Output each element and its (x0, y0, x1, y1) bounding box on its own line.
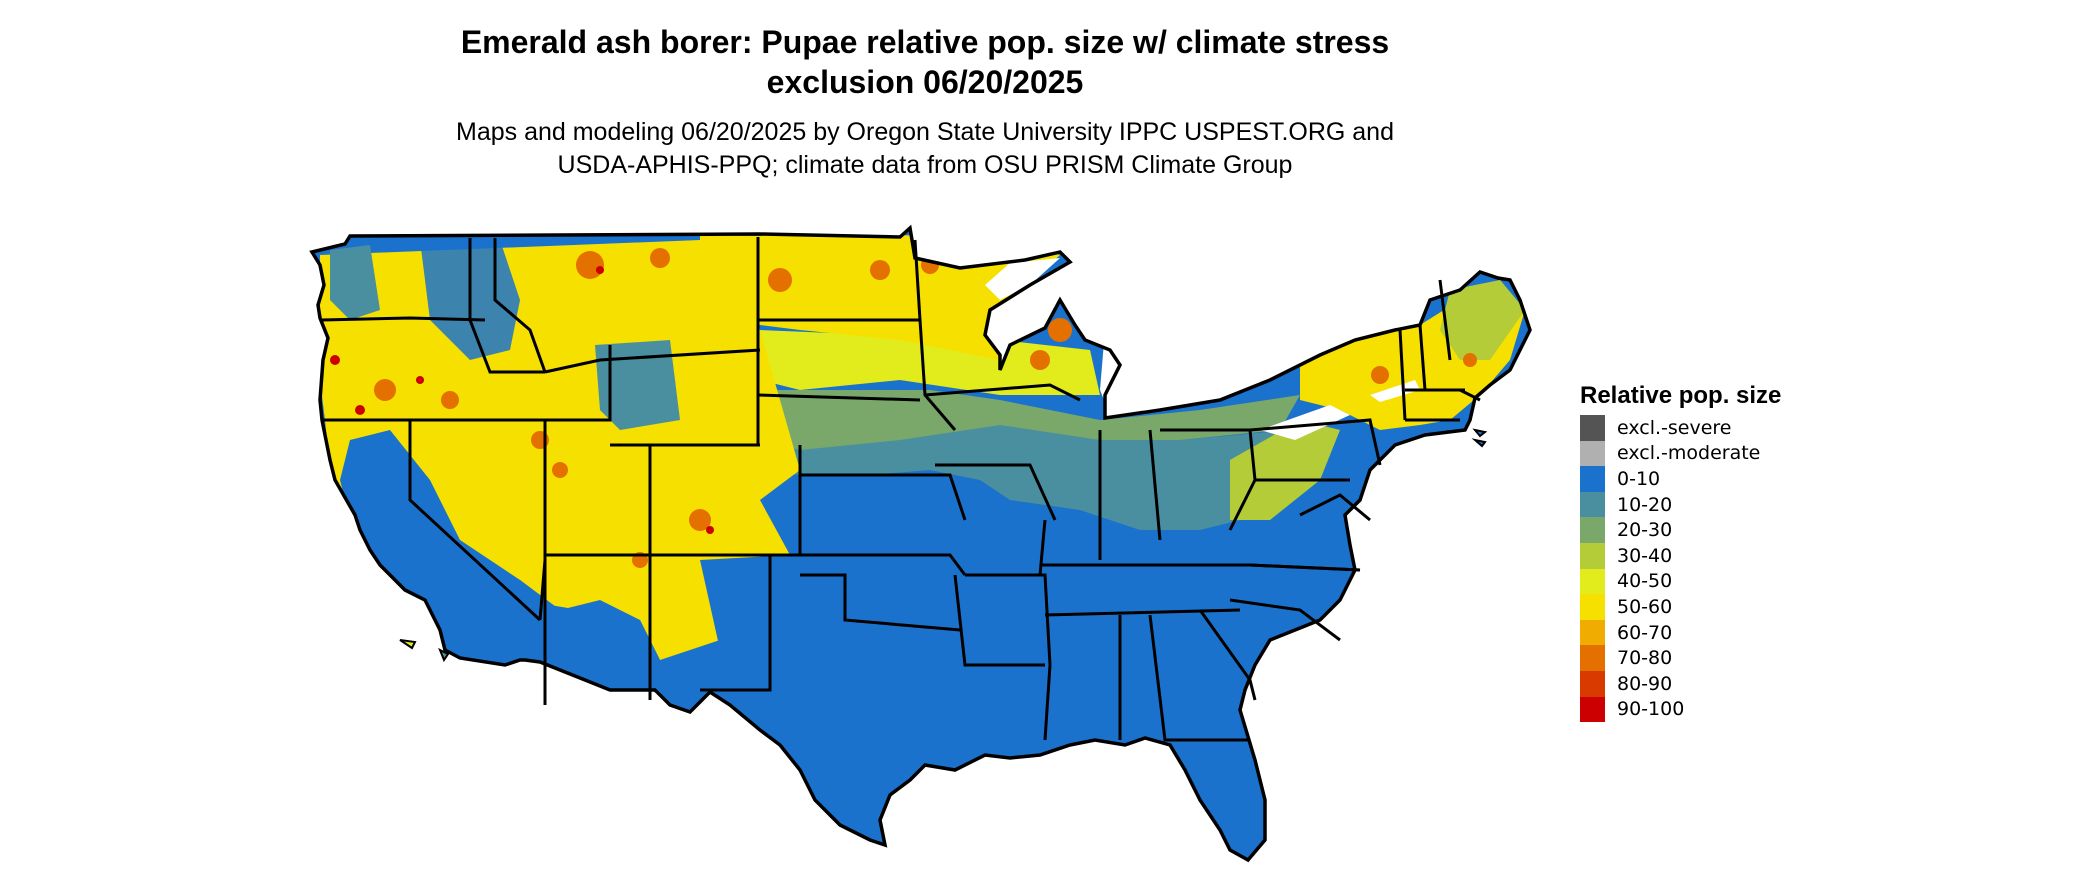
border-mo-ia (935, 463, 1057, 521)
legend-items: excl.-severe excl.-moderate 0-10 10-20 20-30… (1580, 415, 1781, 723)
border-ne-ks (800, 473, 967, 521)
island-fragments (399, 428, 1488, 663)
zone-michigan (1110, 330, 1230, 395)
border-nh-me (1438, 279, 1452, 361)
zone-maine (1440, 280, 1525, 360)
legend-label: 10-20 (1617, 493, 1673, 516)
legend-swatch (1580, 415, 1605, 441)
zone-pacific-northwest (330, 245, 380, 320)
header: Emerald ash borer: Pupae relative pop. s… (0, 22, 1850, 182)
legend-item: 60-70 (1580, 619, 1781, 646)
hotspots-90-100 (330, 266, 714, 534)
border-ga-sc (1198, 609, 1257, 701)
border-nm-tx (700, 555, 772, 692)
legend-swatch (1580, 491, 1605, 518)
border-mt-wy (544, 348, 761, 374)
legend-swatch (1580, 517, 1605, 543)
map-subtitle: Maps and modeling 06/20/2025 by Oregon S… (456, 118, 1394, 179)
legend-item: excl.-severe (1580, 415, 1781, 441)
zone-california-valley (340, 430, 560, 650)
zone-10-20 (760, 420, 1320, 530)
zone-new-mexico-low (700, 555, 800, 650)
legend-swatch (1580, 619, 1605, 646)
legend-label: 70-80 (1617, 647, 1673, 670)
legend-label: 50-60 (1617, 595, 1673, 618)
legend-swatch (1580, 696, 1605, 723)
legend-item: 0-10 (1580, 466, 1781, 492)
legend-swatch (1580, 466, 1605, 492)
legend-item: 50-60 (1580, 594, 1781, 620)
legend-item: 70-80 (1580, 645, 1781, 671)
border-mn-west (913, 239, 957, 431)
legend-title: Relative pop. size (1580, 382, 1782, 409)
legend-label: 20-30 (1617, 519, 1673, 542)
border-ut-north (545, 345, 612, 422)
zone-40-50 (760, 330, 1100, 395)
border-ma (1405, 388, 1481, 402)
border-wa-or (321, 316, 486, 322)
legend-swatch (1580, 440, 1605, 467)
border-la-ms (1043, 664, 1052, 741)
border-ar-west (953, 574, 1045, 667)
border-in-oh (1148, 429, 1162, 541)
zone-southwest-desert (520, 600, 700, 700)
border-wv-va (1299, 493, 1371, 522)
border-nc-sc (1229, 598, 1341, 642)
border-tn-south (1044, 608, 1241, 617)
legend-swatch (1580, 645, 1605, 671)
zone-wyoming-basin (595, 340, 680, 430)
border-ca-nv (408, 420, 542, 622)
legend-item: 30-40 (1580, 542, 1781, 569)
legend-label: 40-50 (1617, 570, 1673, 593)
border-va-nc (1249, 563, 1361, 572)
border-al-ga (1148, 614, 1250, 742)
legend-label: excl.-moderate (1617, 442, 1761, 465)
border-mn-ia (924, 383, 1081, 402)
legend-label: 90-100 (1617, 698, 1685, 721)
legend-label: 60-70 (1617, 621, 1673, 644)
legend-label: excl.-severe (1617, 416, 1732, 439)
border-ks-ok (800, 553, 967, 576)
border-pa-ny (1249, 418, 1382, 466)
legend-item: 10-20 (1580, 491, 1781, 518)
population-fill-layer (312, 228, 1530, 860)
border-ok-tx (800, 573, 961, 632)
map-title: Emerald ash borer: Pupae relative pop. s… (460, 24, 1390, 100)
border-id-mt (493, 238, 547, 373)
zone-20-30 (760, 390, 1300, 450)
legend-item: 90-100 (1580, 696, 1781, 723)
legend-label: 30-40 (1617, 544, 1673, 567)
border-id-west (468, 238, 545, 374)
legend-label: 80-90 (1617, 672, 1673, 695)
legend-swatch (1580, 542, 1605, 569)
legend-item: 40-50 (1580, 568, 1781, 595)
legend-swatch (1580, 670, 1605, 697)
state-borders (321, 237, 1481, 742)
legend-label: 0-10 (1617, 467, 1661, 490)
border-ny-vt (1398, 329, 1407, 421)
zone-appalachia (1230, 420, 1340, 520)
border-sd-ne (757, 393, 921, 402)
legend-item: 80-90 (1580, 670, 1781, 697)
legend-swatch (1580, 594, 1605, 620)
legend-item: excl.-moderate (1580, 440, 1781, 467)
legend: Relative pop. size excl.-severe excl.-mod… (1580, 381, 1782, 723)
legend-swatch (1580, 568, 1605, 595)
legend-item: 20-30 (1580, 517, 1781, 543)
border-mo-ar (965, 573, 1052, 666)
